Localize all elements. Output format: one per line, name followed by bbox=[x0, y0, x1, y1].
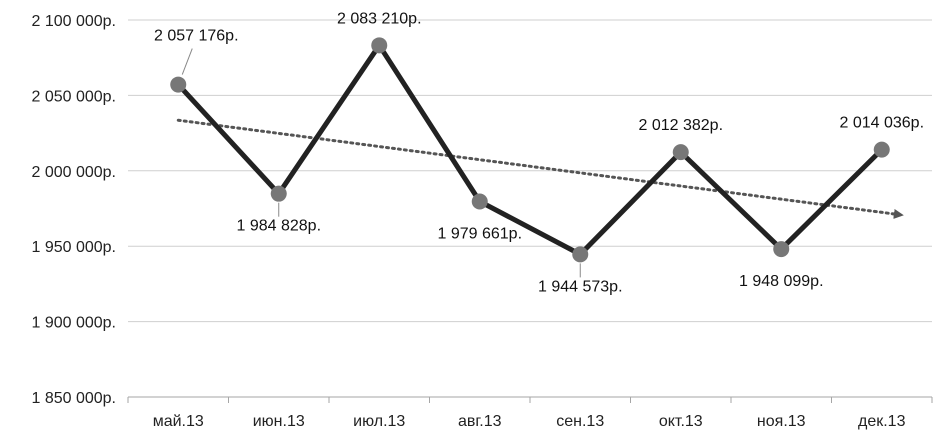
trendline bbox=[176, 118, 904, 219]
data-point bbox=[471, 193, 488, 210]
x-tick-label: ноя.13 bbox=[757, 413, 806, 430]
data-label: 1 984 828р. bbox=[236, 218, 321, 235]
y-tick-label: 2 050 000р. bbox=[31, 88, 116, 105]
y-axis: 1 850 000р. 1 900 000р. 1 950 000р. 2 000 0… bbox=[31, 13, 116, 407]
y-tick-label: 2 100 000р. bbox=[31, 13, 116, 30]
x-tick-label: окт.13 bbox=[659, 413, 703, 430]
x-tick-label: май.13 bbox=[153, 413, 204, 430]
label-leader-line bbox=[181, 48, 193, 75]
data-label: 1 948 099р. bbox=[739, 273, 824, 290]
data-label: 2 057 176р. bbox=[154, 28, 239, 45]
series-polyline bbox=[176, 42, 884, 257]
data-label: 2 083 210р. bbox=[337, 10, 422, 27]
data-label: 2 012 382р. bbox=[638, 117, 723, 134]
data-point bbox=[773, 241, 790, 258]
data-label: 2 014 036р. bbox=[839, 115, 924, 132]
data-point bbox=[170, 76, 187, 93]
y-tick-label: 1 950 000р. bbox=[31, 239, 116, 256]
y-tick-label: 1 850 000р. bbox=[31, 390, 116, 407]
data-point bbox=[572, 246, 589, 263]
x-axis: май.13 июн.13 июл.13 авг.13 сен.13 окт.13 ноя.… bbox=[127, 396, 933, 430]
data-point bbox=[672, 144, 689, 161]
x-tick-label: сен.13 bbox=[556, 413, 604, 430]
gridlines bbox=[128, 19, 932, 323]
data-point bbox=[371, 37, 388, 54]
data-label: 1 979 661р. bbox=[437, 225, 522, 242]
x-tick-label: дек.13 bbox=[858, 413, 906, 430]
data-point bbox=[873, 141, 890, 158]
data-labels: 2 057 176р. 1 984 828р. 2 083 210р. 1 979 6… bbox=[154, 10, 924, 295]
y-tick-label: 2 000 000р. bbox=[31, 164, 116, 181]
y-tick-label: 1 900 000р. bbox=[31, 315, 116, 332]
data-point bbox=[270, 185, 287, 202]
data-label: 1 944 573р. bbox=[538, 278, 623, 295]
x-tick-label: июл.13 bbox=[353, 413, 405, 430]
series-line bbox=[170, 37, 890, 263]
x-tick-label: июн.13 bbox=[253, 413, 305, 430]
trendline-path bbox=[176, 118, 904, 219]
x-tick-label: авг.13 bbox=[458, 413, 502, 430]
